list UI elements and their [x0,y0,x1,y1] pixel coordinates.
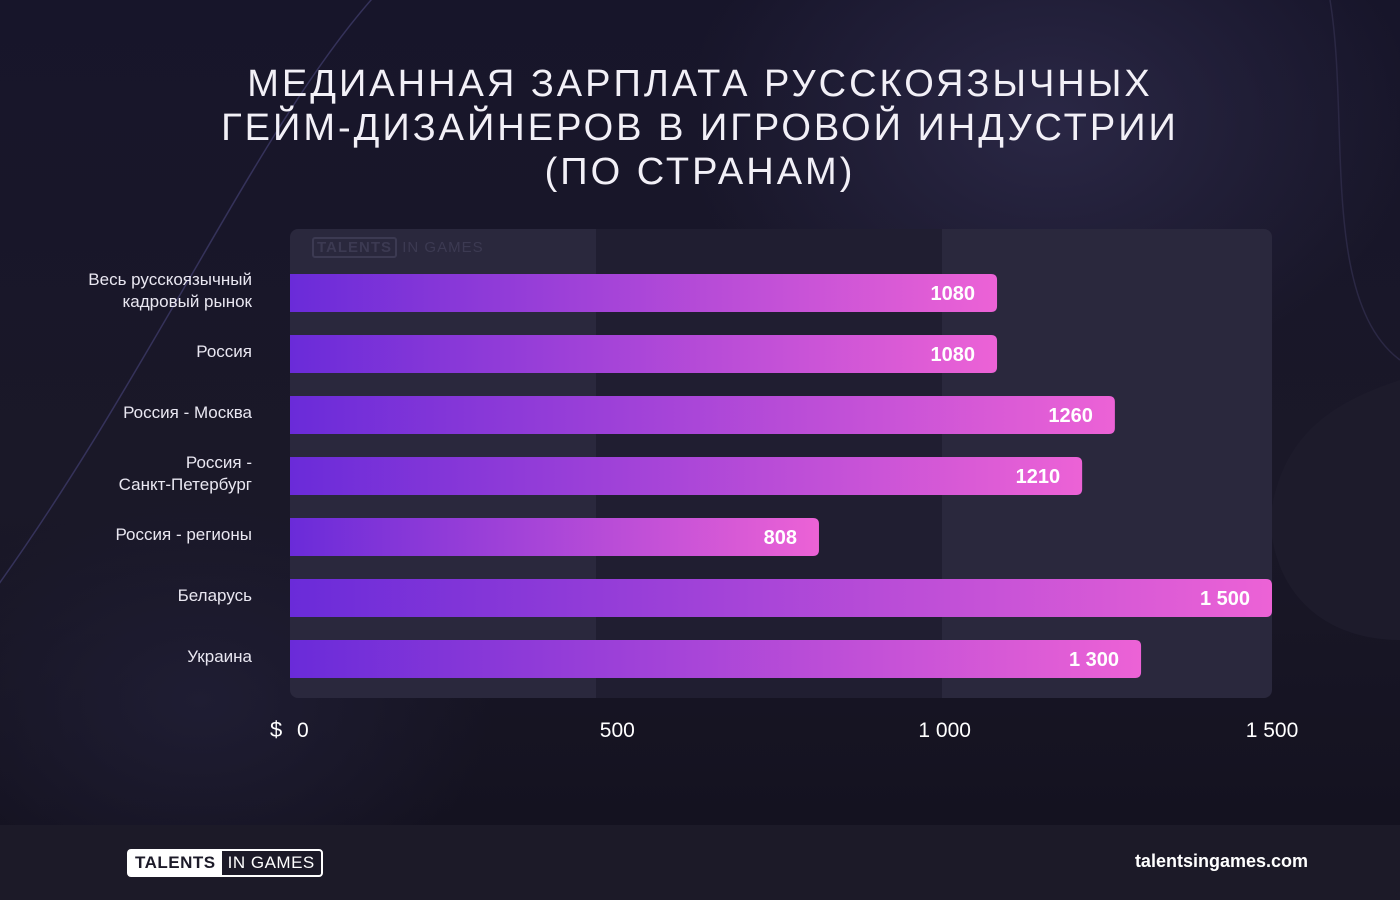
bar-group: 1210 [290,457,1083,495]
x-tick-label: 500 [600,719,635,742]
bar-value-label: 1210 [1016,466,1061,488]
bar-group: 1080 [290,274,998,312]
category-label: Россия - Москва [123,402,252,424]
bar-group: 1 500 [290,579,1272,617]
bar [290,335,998,373]
category-label-line: Украина [187,647,252,666]
bar-group: 808 [290,518,819,556]
category-label: Россия - регионы [115,524,252,546]
bar [290,457,1083,495]
bar-value-label: 1080 [931,283,976,305]
bar [290,396,1115,434]
chart-title: МЕДИАННАЯ ЗАРПЛАТА РУССКОЯЗЫЧНЫХ ГЕЙМ-ДИ… [150,62,1250,194]
category-label: Беларусь [178,585,252,607]
watermark-box: TALENTS [312,237,398,258]
category-label: Россия - Санкт-Петербург [119,452,252,496]
bar [290,579,1272,617]
bar-value-label: 1 500 [1200,588,1250,610]
category-label-line: Россия - регионы [115,525,252,544]
bar [290,640,1142,678]
category-label: Украина [187,646,252,668]
bar-value-label: 1080 [931,344,976,366]
x-unit-label: $ [270,717,282,742]
category-label-line: Весь русскоязычный [88,270,252,289]
bar-group: 1080 [290,335,998,373]
category-label-line: Россия - Москва [123,403,252,422]
category-label-line: Россия - [185,453,252,472]
logo[interactable]: TALENTS IN GAMES [127,849,323,877]
title-line-2: ГЕЙМ-ДИЗАЙНЕРОВ В ИГРОВОЙ ИНДУСТРИИ [221,107,1179,149]
category-label-line: Беларусь [177,586,252,605]
bar [290,518,819,556]
site-link[interactable]: talentsingames.com [1134,851,1308,871]
category-label: Россия [196,341,252,363]
logo-rest-text: IN GAMES [227,853,315,872]
title-line-3: (ПО СТРАНАМ) [544,151,856,193]
watermark-rest: IN GAMES [402,239,484,256]
bar [290,274,998,312]
category-label-line: Россия [196,342,252,361]
title-line-1: МЕДИАННАЯ ЗАРПЛАТА РУССКОЯЗЫЧНЫХ [247,63,1153,105]
bar-group: 1260 [290,396,1115,434]
x-tick-label: 0 [297,719,309,742]
footer: TALENTS IN GAMES talentsingames.com [0,825,1400,900]
x-tick-label: 1 500 [1246,719,1299,742]
bar-group: 1 300 [290,640,1142,678]
watermark: TALENTS IN GAMES [312,237,484,258]
category-label: Весь русскоязычный кадровый рынок [88,269,252,313]
bar-value-label: 1 300 [1069,649,1119,671]
category-label-line: кадровый рынок [122,292,252,311]
bar-value-label: 808 [764,527,797,549]
logo-box-text: TALENTS [129,851,222,875]
bar-value-label: 1260 [1048,405,1093,427]
category-label-line: Санкт-Петербург [118,475,252,494]
decorative-curves [0,0,1400,640]
x-tick-label: 1 000 [918,719,971,742]
